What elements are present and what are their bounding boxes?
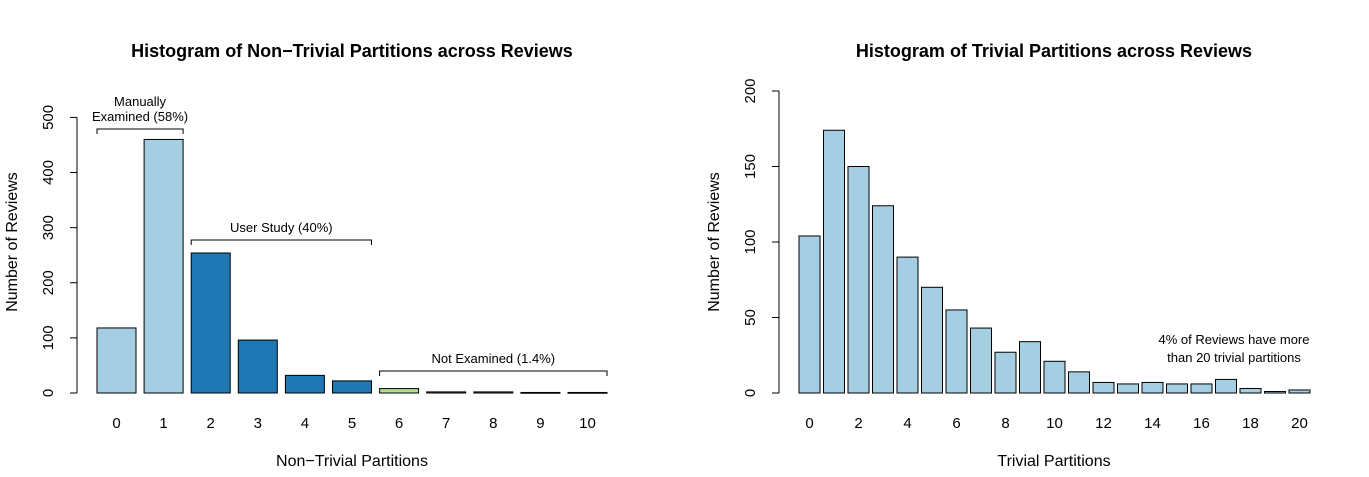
bar-5 xyxy=(332,380,372,394)
bar-9 xyxy=(520,391,561,394)
y-tick-label: 100 xyxy=(742,229,759,254)
bar-5 xyxy=(921,286,943,394)
bar-6 xyxy=(945,309,968,394)
y-tick-label: 300 xyxy=(40,215,57,240)
x-tick-label: 6 xyxy=(395,415,403,432)
y-tick-label: 150 xyxy=(742,154,759,179)
x-tick-label: 4 xyxy=(301,415,309,432)
x-tick-label: 0 xyxy=(805,415,813,432)
chart-title: Histogram of Trivial Partitions across R… xyxy=(856,41,1252,61)
y-axis-label: Number of Reviews xyxy=(4,172,21,312)
annotation-label: Manually xyxy=(114,94,167,109)
x-tick-label: 9 xyxy=(536,415,544,432)
bar-7 xyxy=(970,327,992,394)
x-tick-label: 7 xyxy=(442,415,450,432)
x-tick-label: 12 xyxy=(1095,415,1112,432)
y-tick-label: 400 xyxy=(40,160,57,185)
bar-2 xyxy=(847,166,870,394)
annotation-bracket xyxy=(379,370,608,376)
x-tick-label: 2 xyxy=(207,415,215,432)
x-tick-label: 2 xyxy=(854,415,862,432)
bar-20 xyxy=(1288,389,1311,394)
chart-title: Histogram of Non−Trivial Partitions acro… xyxy=(131,41,573,61)
annotation-label: Not Examined (1.4%) xyxy=(432,351,556,366)
annotation-label: than 20 trivial partitions xyxy=(1167,350,1301,365)
bar-10 xyxy=(567,391,608,394)
x-axis-label: Trivial Partitions xyxy=(997,453,1110,470)
annotation-label: User Study (40%) xyxy=(230,220,333,235)
bar-15 xyxy=(1166,383,1188,394)
trivial-partitions-histogram: Histogram of Trivial Partitions across R… xyxy=(706,41,1311,470)
bar-13 xyxy=(1117,383,1139,394)
bar-4 xyxy=(896,256,919,394)
annotation-bracket xyxy=(190,239,372,245)
x-tick-label: 3 xyxy=(254,415,262,432)
bar-0 xyxy=(798,235,821,394)
bar-8 xyxy=(994,351,1017,394)
bar-17 xyxy=(1215,378,1237,394)
y-tick-label: 50 xyxy=(742,309,759,326)
annotation-label: Examined (58%) xyxy=(92,109,188,124)
x-tick-label: 4 xyxy=(903,415,911,432)
bar-3 xyxy=(237,339,278,394)
bar-7 xyxy=(426,391,467,394)
bar-8 xyxy=(473,391,514,394)
x-tick-label: 1 xyxy=(159,415,167,432)
x-tick-label: 16 xyxy=(1193,415,1210,432)
bar-11 xyxy=(1068,371,1090,394)
bar-0 xyxy=(96,327,137,394)
x-tick-label: 20 xyxy=(1291,415,1308,432)
bar-16 xyxy=(1190,383,1213,394)
y-tick-label: 100 xyxy=(40,325,57,350)
bar-6 xyxy=(379,388,420,394)
x-tick-label: 18 xyxy=(1242,415,1259,432)
bar-2 xyxy=(190,252,231,394)
bar-1 xyxy=(823,129,845,394)
bar-18 xyxy=(1239,387,1262,394)
bar-9 xyxy=(1019,341,1041,394)
y-axis-label: Number of Reviews xyxy=(706,172,723,312)
bar-19 xyxy=(1264,390,1286,394)
y-tick-label: 200 xyxy=(742,78,759,103)
y-tick-label: 500 xyxy=(40,105,57,130)
x-tick-label: 8 xyxy=(489,415,497,432)
x-tick-label: 5 xyxy=(348,415,356,432)
x-tick-label: 14 xyxy=(1144,415,1161,432)
x-tick-label: 10 xyxy=(1046,415,1063,432)
y-tick-label: 0 xyxy=(40,389,57,397)
bar-4 xyxy=(284,374,325,394)
bar-10 xyxy=(1043,360,1066,394)
non-trivial-partitions-histogram: Histogram of Non−Trivial Partitions acro… xyxy=(4,41,608,470)
x-tick-label: 6 xyxy=(952,415,960,432)
bar-12 xyxy=(1092,381,1115,394)
bar-14 xyxy=(1141,381,1164,394)
x-tick-label: 10 xyxy=(579,415,596,432)
bar-1 xyxy=(143,138,184,394)
x-tick-label: 8 xyxy=(1001,415,1009,432)
bar-3 xyxy=(872,205,894,394)
y-tick-label: 200 xyxy=(40,270,57,295)
y-tick-label: 0 xyxy=(742,389,759,397)
annotation-bracket xyxy=(96,128,184,134)
x-tick-label: 0 xyxy=(112,415,120,432)
x-axis-label: Non−Trivial Partitions xyxy=(276,453,428,470)
annotation-label: 4% of Reviews have more xyxy=(1158,332,1309,347)
